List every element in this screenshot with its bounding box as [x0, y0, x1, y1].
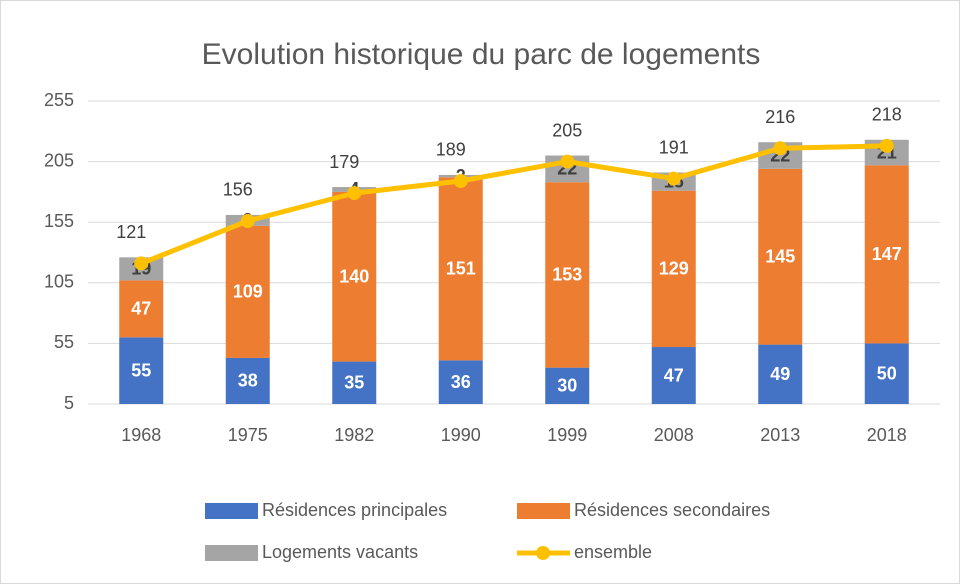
data-label: 35 [344, 373, 364, 393]
data-label: 147 [872, 244, 902, 264]
bar-segment [545, 367, 590, 404]
bar-segment [864, 343, 909, 404]
legend-label: ensemble [574, 542, 652, 562]
data-label: 129 [659, 259, 689, 279]
data-label: 179 [329, 152, 359, 172]
y-tick-label: 55 [54, 332, 74, 352]
bar-segment [225, 225, 270, 358]
line-marker [773, 141, 788, 156]
bar-segment [119, 280, 164, 338]
x-tick-label: 1990 [441, 425, 481, 445]
bar-segment [332, 361, 377, 404]
x-tick-label: 1975 [228, 425, 268, 445]
line-marker [560, 154, 575, 169]
data-label: 49 [770, 364, 790, 384]
data-label: 55 [131, 360, 151, 380]
legend-swatch [205, 545, 258, 561]
data-label: 218 [872, 105, 902, 125]
bar-segment [864, 165, 909, 344]
y-tick-label: 5 [64, 393, 74, 413]
bar-segment [438, 360, 483, 404]
bar-segment [651, 347, 696, 404]
bar-segment [651, 190, 696, 348]
legend-marker [536, 546, 550, 560]
data-label: 47 [131, 299, 151, 319]
data-label: 36 [451, 372, 471, 392]
x-tick-label: 1999 [547, 425, 587, 445]
x-tick-label: 2018 [867, 425, 907, 445]
x-tick-label: 1982 [334, 425, 374, 445]
data-label: 109 [233, 282, 263, 302]
data-label: 156 [223, 180, 253, 200]
legend-swatch [205, 503, 258, 519]
data-label: 151 [446, 259, 476, 279]
data-label: 216 [765, 107, 795, 127]
legend-swatch [517, 503, 570, 519]
data-label: 140 [339, 266, 369, 286]
data-label: 145 [765, 246, 795, 266]
line-marker [240, 213, 255, 228]
bar-segment [545, 182, 590, 368]
data-label: 121 [116, 222, 146, 242]
data-label: 153 [552, 265, 582, 285]
data-label: 189 [436, 140, 466, 160]
data-label: 38 [238, 371, 258, 391]
line-marker [134, 256, 149, 271]
data-label: 30 [557, 376, 577, 396]
y-tick-label: 255 [44, 90, 74, 110]
bar-segment [758, 168, 803, 345]
bar-segment [225, 357, 270, 404]
y-tick-label: 205 [44, 150, 74, 170]
line [140, 143, 887, 266]
line-marker [666, 171, 681, 186]
bar-segment [332, 191, 377, 362]
data-label: 50 [877, 363, 897, 383]
data-label: 47 [664, 365, 684, 385]
legend-label: Résidences principales [262, 500, 447, 520]
line-marker [453, 173, 468, 188]
data-label: 205 [552, 120, 582, 140]
chart-title: Evolution historique du parc de logement… [202, 38, 761, 71]
bar-segment [758, 344, 803, 404]
bar-segment [438, 177, 483, 361]
x-tick-label: 2008 [654, 425, 694, 445]
line-marker [879, 138, 894, 153]
legend-label: Résidences secondaires [574, 500, 770, 520]
y-tick-label: 155 [44, 211, 74, 231]
x-tick-label: 1968 [121, 425, 161, 445]
legend-label: Logements vacants [262, 542, 418, 562]
bar-segment [119, 337, 164, 404]
line-marker [347, 186, 362, 201]
data-label: 191 [659, 137, 689, 157]
x-tick-label: 2013 [760, 425, 800, 445]
y-tick-label: 105 [44, 272, 74, 292]
